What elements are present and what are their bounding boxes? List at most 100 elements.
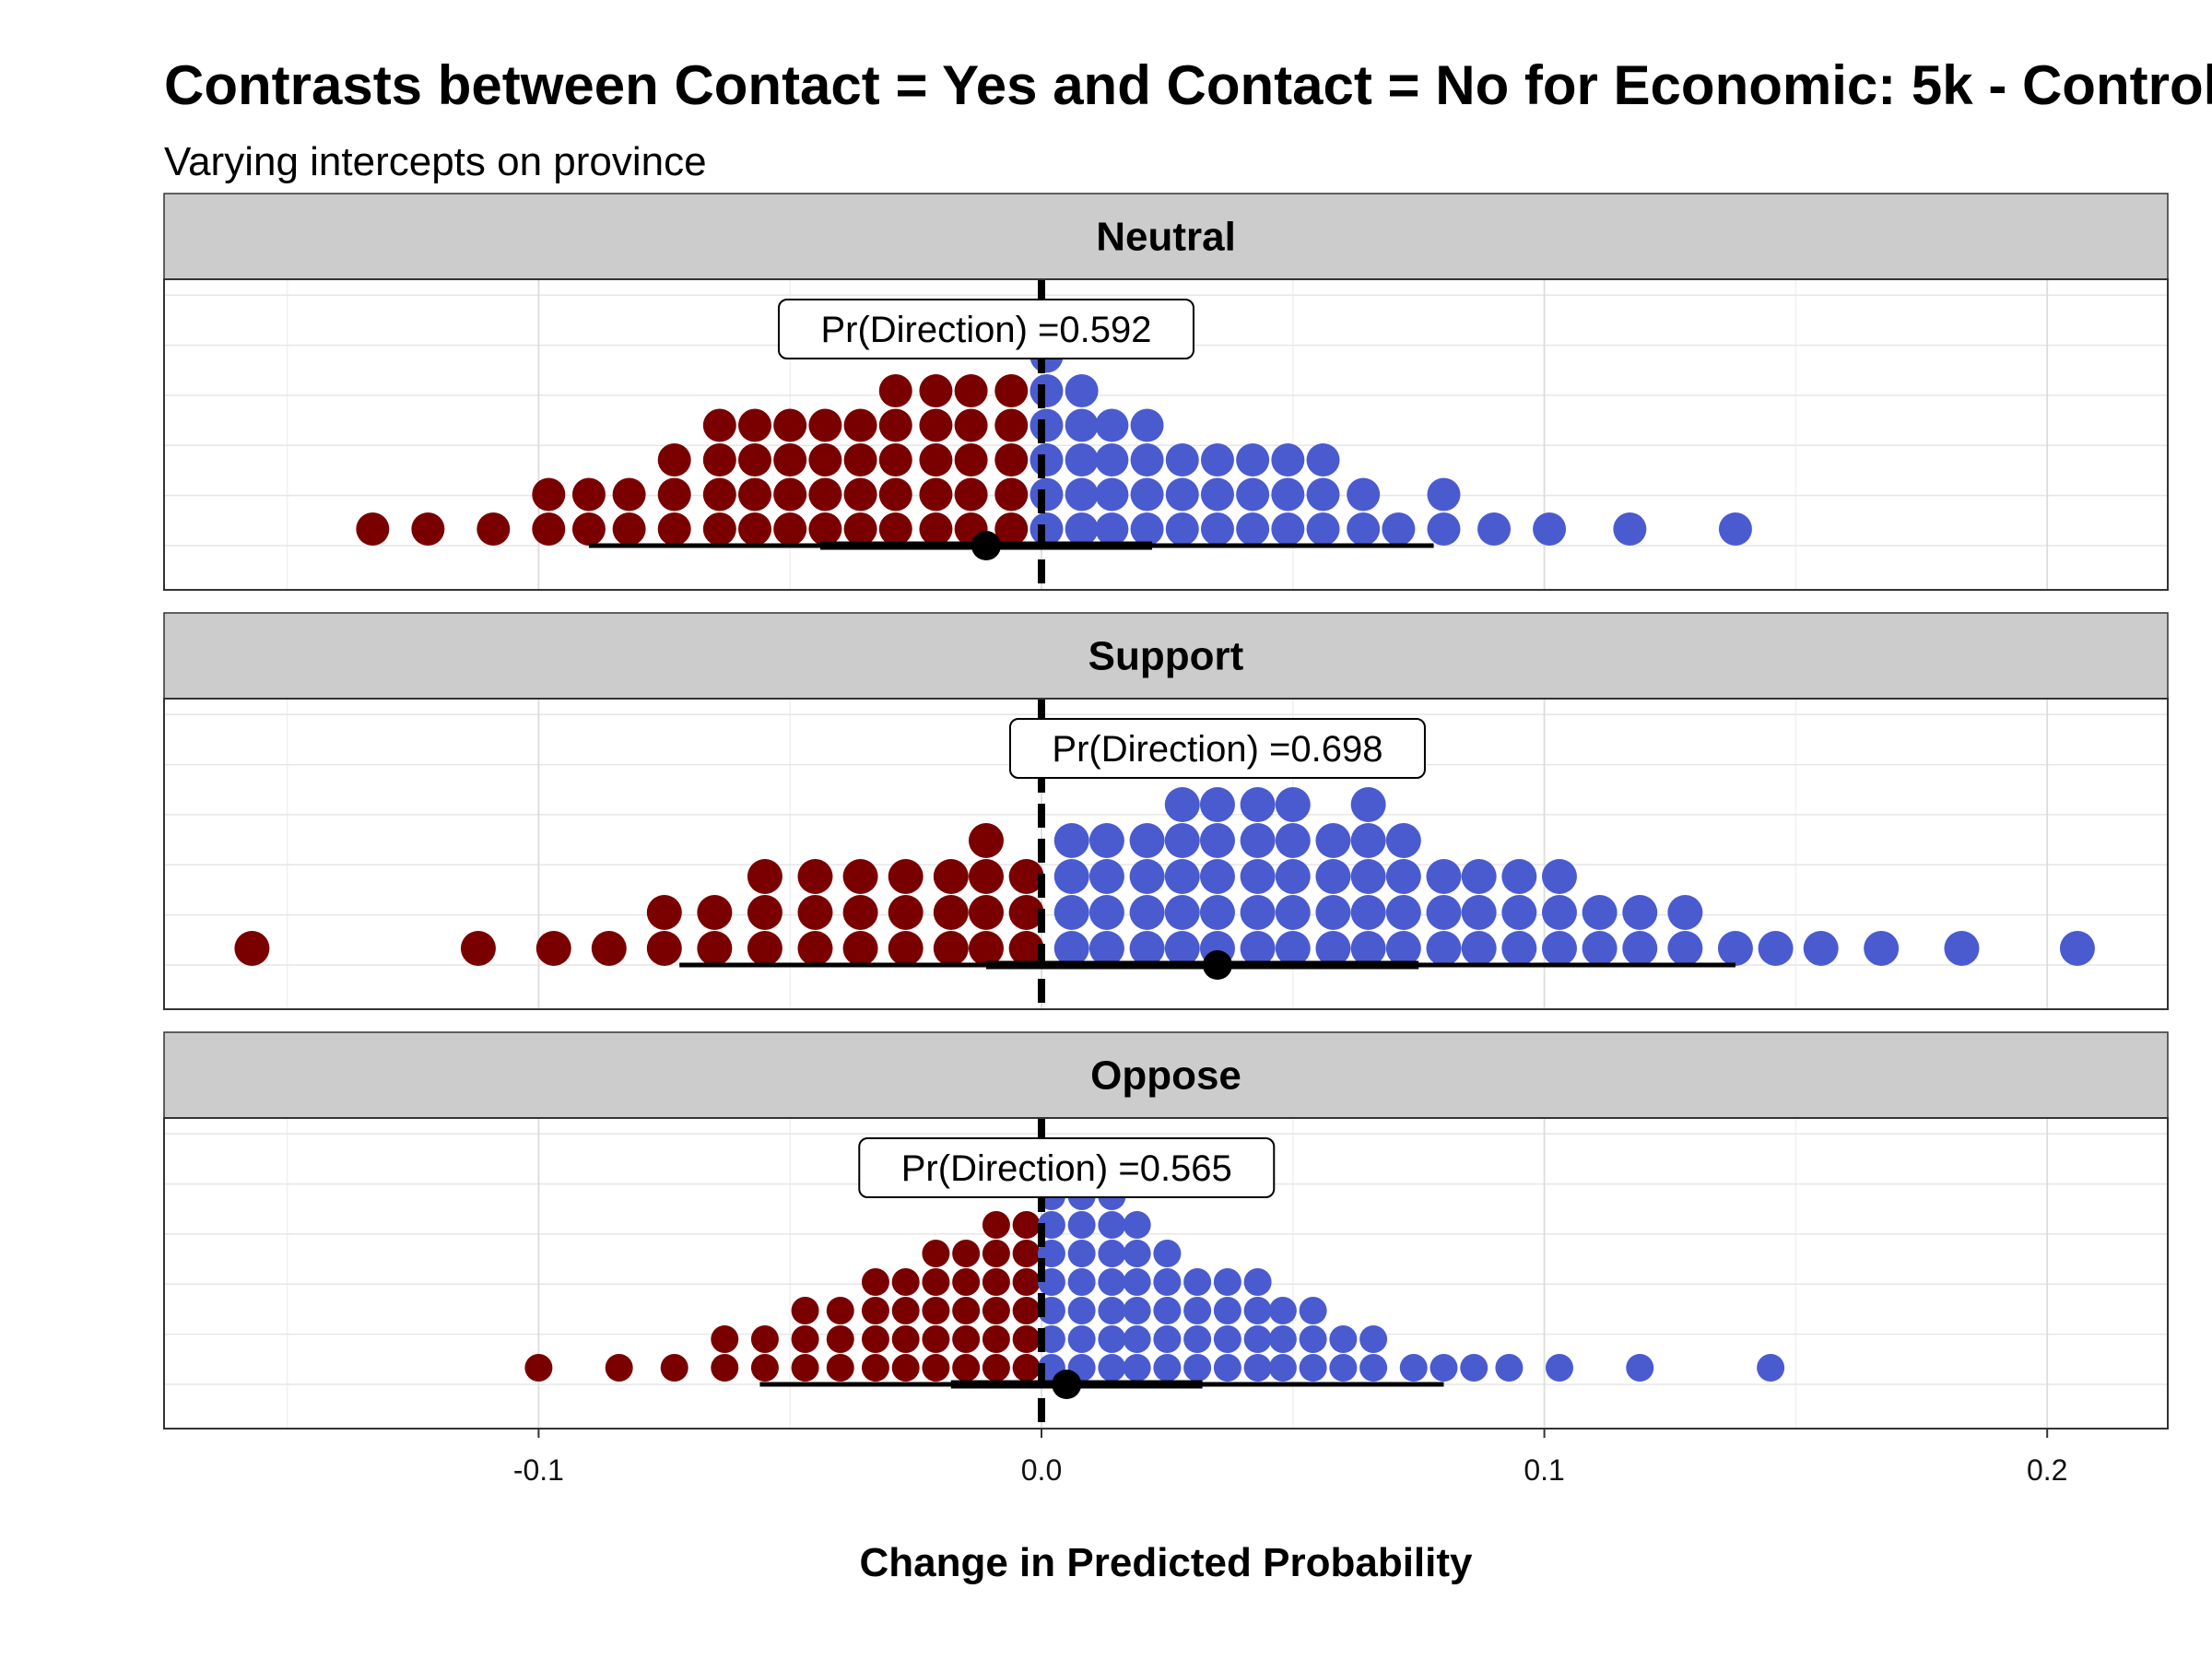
draw-dot [954,443,988,477]
draw-dot [1385,859,1421,894]
draw-dot [1065,512,1099,546]
draw-dot [532,477,566,512]
facet-strip [163,612,2169,700]
draw-dot [1165,512,1199,546]
draw-dot [891,1268,920,1296]
draw-dot [702,443,736,477]
draw-dot [982,1325,1010,1353]
x-axis: -0.1 0.0 0.1 0.2 [513,1429,2067,1487]
draw-dot [919,512,953,546]
draw-dot [1183,1297,1212,1324]
draw-dot [773,477,807,512]
draw-dot [933,859,969,894]
draw-dot [1315,931,1351,966]
annotation-label: Pr(Direction) =0.565 [901,1148,1232,1189]
draw-dot [1306,477,1340,512]
draw-dot [1501,859,1537,894]
draw-dot [1667,931,1703,966]
draw-dot [524,1354,553,1382]
draw-dot [1426,859,1462,894]
draw-dot [843,443,877,477]
draw-dot [922,1297,950,1324]
chart-title: Contrasts between Contact = Yes and Cont… [164,54,2212,116]
draw-dot [1067,1297,1096,1324]
annotation-label: Pr(Direction) =0.592 [820,310,1151,350]
draw-dot [1306,443,1340,477]
draw-dot [1199,895,1235,930]
draw-dot [750,1325,779,1353]
draw-dot [888,931,924,966]
draw-dot [1067,1268,1096,1296]
draw-dot [1275,895,1311,930]
draw-dot [773,408,807,442]
draw-dot [1461,859,1497,894]
draw-dot [1271,443,1305,477]
draw-dot [1385,895,1421,930]
draw-dot [1098,1211,1126,1239]
draw-dot [1240,787,1276,822]
draw-dot [738,477,772,512]
draw-dot [1153,1325,1182,1353]
draw-dot [888,895,924,930]
draw-dot [1098,1240,1126,1267]
draw-dot [612,477,646,512]
draw-dot [1129,931,1165,966]
draw-dot [861,1354,889,1382]
draw-dot [1053,931,1089,966]
draw-dot [773,443,807,477]
draw-dot [1067,1240,1096,1267]
draw-dot [1477,512,1512,546]
draw-dot [1236,512,1270,546]
draw-dot [1130,408,1164,442]
facet-strip [163,193,2169,280]
draw-dot [1495,1354,1524,1382]
draw-dot [1359,1354,1388,1382]
draw-dot [1008,931,1044,966]
draw-dot [808,512,842,546]
draw-dot [861,1268,889,1296]
draw-dot [1008,895,1044,930]
draw-dot [1667,895,1703,930]
draw-dot [1123,1240,1151,1267]
draw-dot [982,1268,1010,1296]
draw-dot [1098,1297,1126,1324]
draw-dot [1299,1354,1327,1382]
panel-border [163,1117,2169,1430]
draw-dot [1275,859,1311,894]
draw-dot [234,931,270,966]
draw-dot [952,1240,981,1267]
x-tick-label: 0.2 [2027,1453,2067,1487]
draw-dot [1268,1325,1297,1353]
draw-dot [646,895,682,930]
draw-dot [1012,1268,1041,1296]
draw-dot [657,443,691,477]
draw-dot [922,1325,950,1353]
draw-dot [1382,512,1416,546]
panel-border [163,698,2169,1010]
draw-dot [1399,1354,1428,1382]
draw-dot [982,1240,1010,1267]
draw-dot [1008,859,1044,894]
draw-dot [1622,931,1658,966]
draw-dot [1275,787,1311,822]
draw-dot [535,931,571,966]
draw-dot [968,931,1004,966]
draw-dot [933,931,969,966]
draw-dot [660,1354,688,1382]
draw-dot [1053,895,1089,930]
draw-dot [1461,931,1497,966]
draw-dot [747,895,782,930]
draw-dot [612,512,646,546]
draw-dot [1533,512,1567,546]
draw-dot [1582,931,1618,966]
draw-dot [1130,512,1164,546]
draw-dot [842,931,878,966]
draw-dot [1315,823,1351,858]
draw-dot [1183,1325,1212,1353]
draw-dot [1347,477,1381,512]
draw-dot [1582,895,1618,930]
draw-dot [1123,1211,1151,1239]
draw-dot [1067,1325,1096,1353]
draw-dot [1164,931,1200,966]
